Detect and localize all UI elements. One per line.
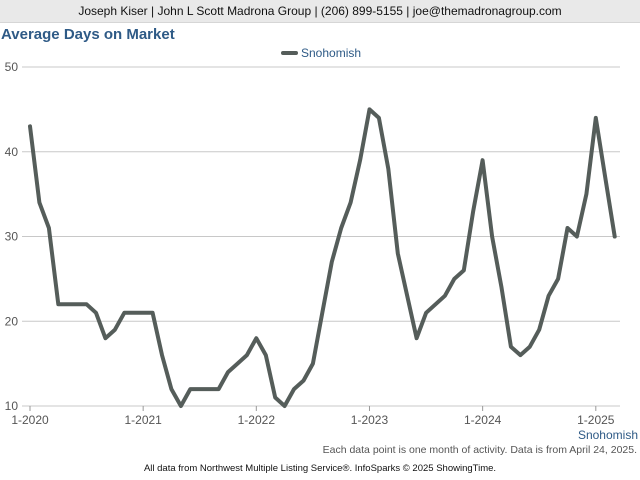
legend-label: Snohomish — [301, 46, 361, 60]
x-tick-label: 1-2020 — [11, 413, 49, 427]
x-axis-series-label: Snohomish — [578, 428, 638, 442]
series-line-snohomish — [28, 107, 617, 408]
y-tick-label: 10 — [5, 399, 19, 413]
y-tick-label: 30 — [5, 230, 19, 244]
x-tick-label: 1-2022 — [238, 413, 276, 427]
source-footer: All data from Northwest Multiple Listing… — [143, 463, 497, 474]
contact-line: Joseph Kiser | John L Scott Madrona Grou… — [78, 4, 562, 18]
contact-header: Joseph Kiser | John L Scott Madrona Grou… — [0, 0, 640, 23]
x-tick-label: 1-2025 — [577, 413, 615, 427]
chart-title: Average Days on Market — [1, 26, 175, 43]
y-tick-label: 20 — [5, 314, 19, 328]
y-tick-label: 50 — [5, 60, 19, 74]
x-tick-label: 1-2023 — [351, 413, 389, 427]
data-note: Each data point is one month of activity… — [322, 444, 637, 456]
x-tick-label: 1-2024 — [464, 413, 502, 427]
x-tick-label: 1-2021 — [124, 413, 162, 427]
y-tick-label: 40 — [5, 145, 19, 159]
